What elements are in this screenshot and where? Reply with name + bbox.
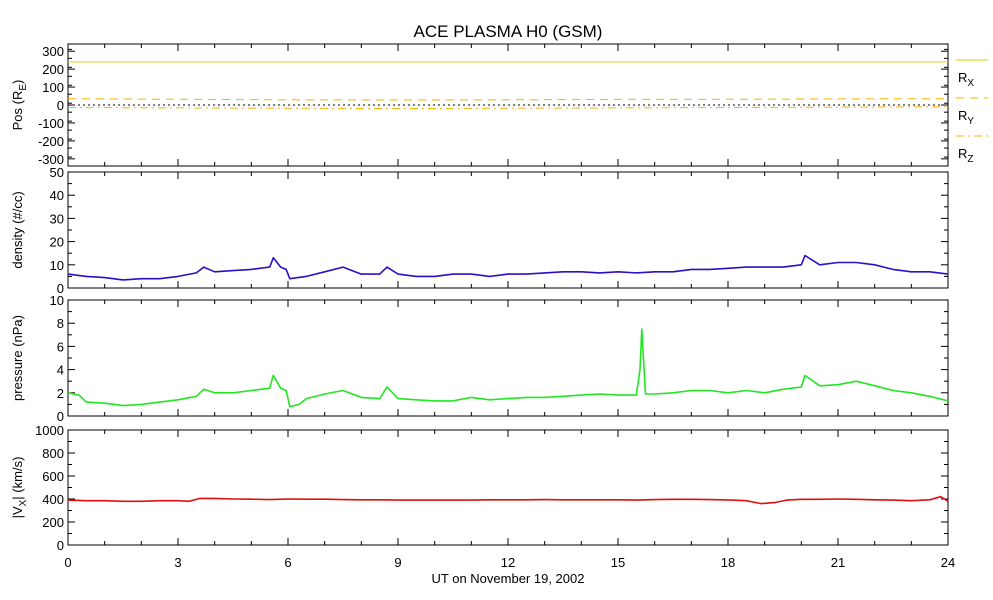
y-axis-label: Pos (RE): [10, 80, 29, 131]
y-tick-label: 0: [57, 98, 64, 113]
series-line-position-RZ: [67, 106, 949, 110]
y-tick-label: 30: [50, 211, 64, 226]
y-tick-label: 0: [57, 538, 64, 553]
y-tick-label: 300: [42, 44, 64, 59]
y-tick-label: 6: [57, 339, 64, 354]
x-tick-label: 21: [831, 555, 845, 570]
y-tick-label: 2: [57, 386, 64, 401]
y-tick-label: 200: [42, 515, 64, 530]
y-tick-label: -300: [38, 152, 64, 167]
x-axis-label: UT on November 19, 2002: [432, 571, 585, 586]
y-tick-label: -200: [38, 134, 64, 149]
x-tick-label: 18: [721, 555, 735, 570]
y-tick-label: 200: [42, 62, 64, 77]
x-tick-label: 24: [941, 555, 955, 570]
series-line-position-RY: [67, 98, 949, 101]
legend-label-RX: RX: [958, 70, 974, 89]
y-axis-label: density (#/cc): [10, 191, 25, 268]
series-line-density: [67, 254, 949, 281]
y-tick-label: 4: [57, 363, 64, 378]
y-tick-label: 40: [50, 188, 64, 203]
legend-label-RY: RY: [958, 108, 974, 127]
y-tick-label: 800: [42, 446, 64, 461]
x-tick-label: 6: [284, 555, 291, 570]
series-line-pressure: [67, 328, 949, 408]
x-tick-label: 9: [394, 555, 401, 570]
y-tick-label: 50: [50, 165, 64, 180]
series-line-velocity: [67, 495, 949, 505]
y-tick-label: -100: [38, 116, 64, 131]
panel-pressure: 10 8 6 4 2 0 pressure (nPa): [10, 293, 949, 424]
y-tick-label: 100: [42, 80, 64, 95]
x-tick-label: 0: [64, 555, 71, 570]
y-axis-label: pressure (nPa): [10, 315, 25, 401]
panel-position: 300 200 100 0 -100 -200 -300 Pos (RE) RX RY RZ: [10, 43, 988, 167]
x-tick-label: 15: [611, 555, 625, 570]
y-tick-label: 10: [50, 293, 64, 308]
panel-frame: [67, 429, 949, 546]
y-tick-label: 0: [57, 409, 64, 424]
y-tick-label: 0: [57, 281, 64, 296]
y-tick-label: 400: [42, 492, 64, 507]
y-axis-label: |VX| (km/s): [10, 457, 29, 519]
x-tick-label: 12: [501, 555, 515, 570]
y-tick-label: 600: [42, 469, 64, 484]
y-tick-label: 10: [50, 258, 64, 273]
x-tick-label: 3: [174, 555, 181, 570]
panel-density: 50 40 30 20 10 0 density (#/cc): [10, 165, 949, 296]
y-tick-label: 20: [50, 235, 64, 250]
y-tick-label: 8: [57, 316, 64, 331]
legend-label-RZ: RZ: [958, 146, 974, 165]
panel-velocity: 1000 800 600 400 200 0 |VX| (km/s): [10, 423, 949, 553]
y-tick-label: 1000: [35, 423, 64, 438]
chart-title: ACE PLASMA H0 (GSM): [414, 22, 603, 41]
